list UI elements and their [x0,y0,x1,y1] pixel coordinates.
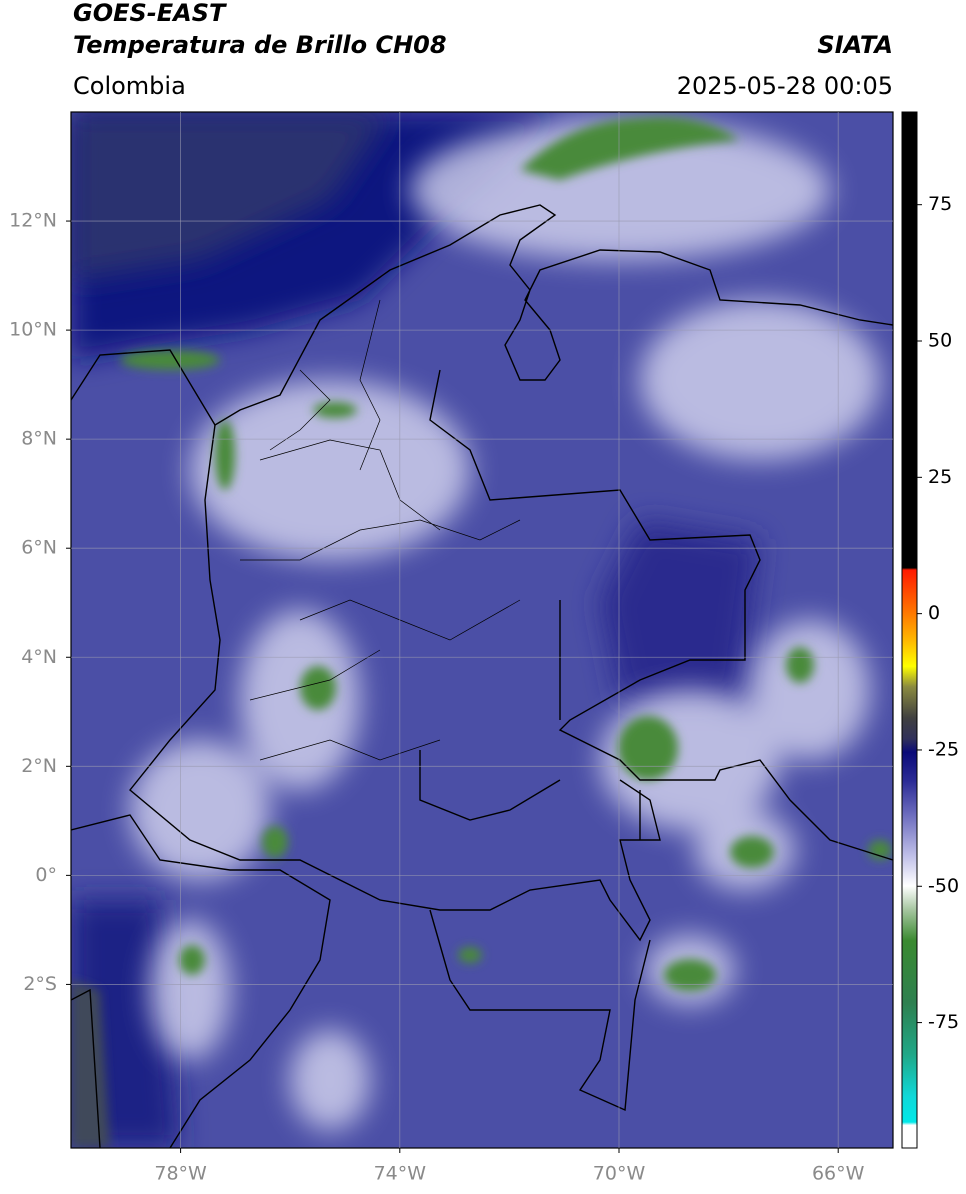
satellite-image [71,112,893,1148]
y-tick-label: 4°N [21,646,57,668]
y-tick-label: 12°N [9,210,57,232]
y-tick-label: 2°N [21,755,57,777]
colorbar [901,111,918,1149]
subtitle: Temperatura de Brillo CH08 [73,31,447,59]
colorbar-tick-label: 25 [928,466,952,488]
region: Colombia [73,72,186,100]
x-tick-label: 74°W [374,1163,427,1185]
borders [71,204,893,1148]
datetime: 2025-05-28 00:05 [677,72,893,100]
colorbar-tick-label: -50 [928,875,959,897]
y-tick-label: 10°N [9,319,57,341]
x-tick-label: 78°W [154,1163,207,1185]
colorbar-tick-label: -75 [928,1011,959,1033]
colorbar-tick-label: 75 [928,193,952,215]
map-frame [70,111,894,1149]
y-tick-label: 8°N [21,428,57,450]
x-tick-label: 70°W [593,1163,646,1185]
colorbar-tick-label: 50 [928,330,952,352]
title: GOES-EAST [73,0,227,27]
y-tick-label: 2°S [23,973,57,995]
source: SIATA [817,31,893,59]
y-tick-label: 6°N [21,537,57,559]
y-tick-label: 0° [35,864,57,886]
colorbar-tick-label: 0 [928,602,940,624]
colorbar-tick-label: -25 [928,738,959,760]
x-tick-label: 66°W [812,1163,865,1185]
